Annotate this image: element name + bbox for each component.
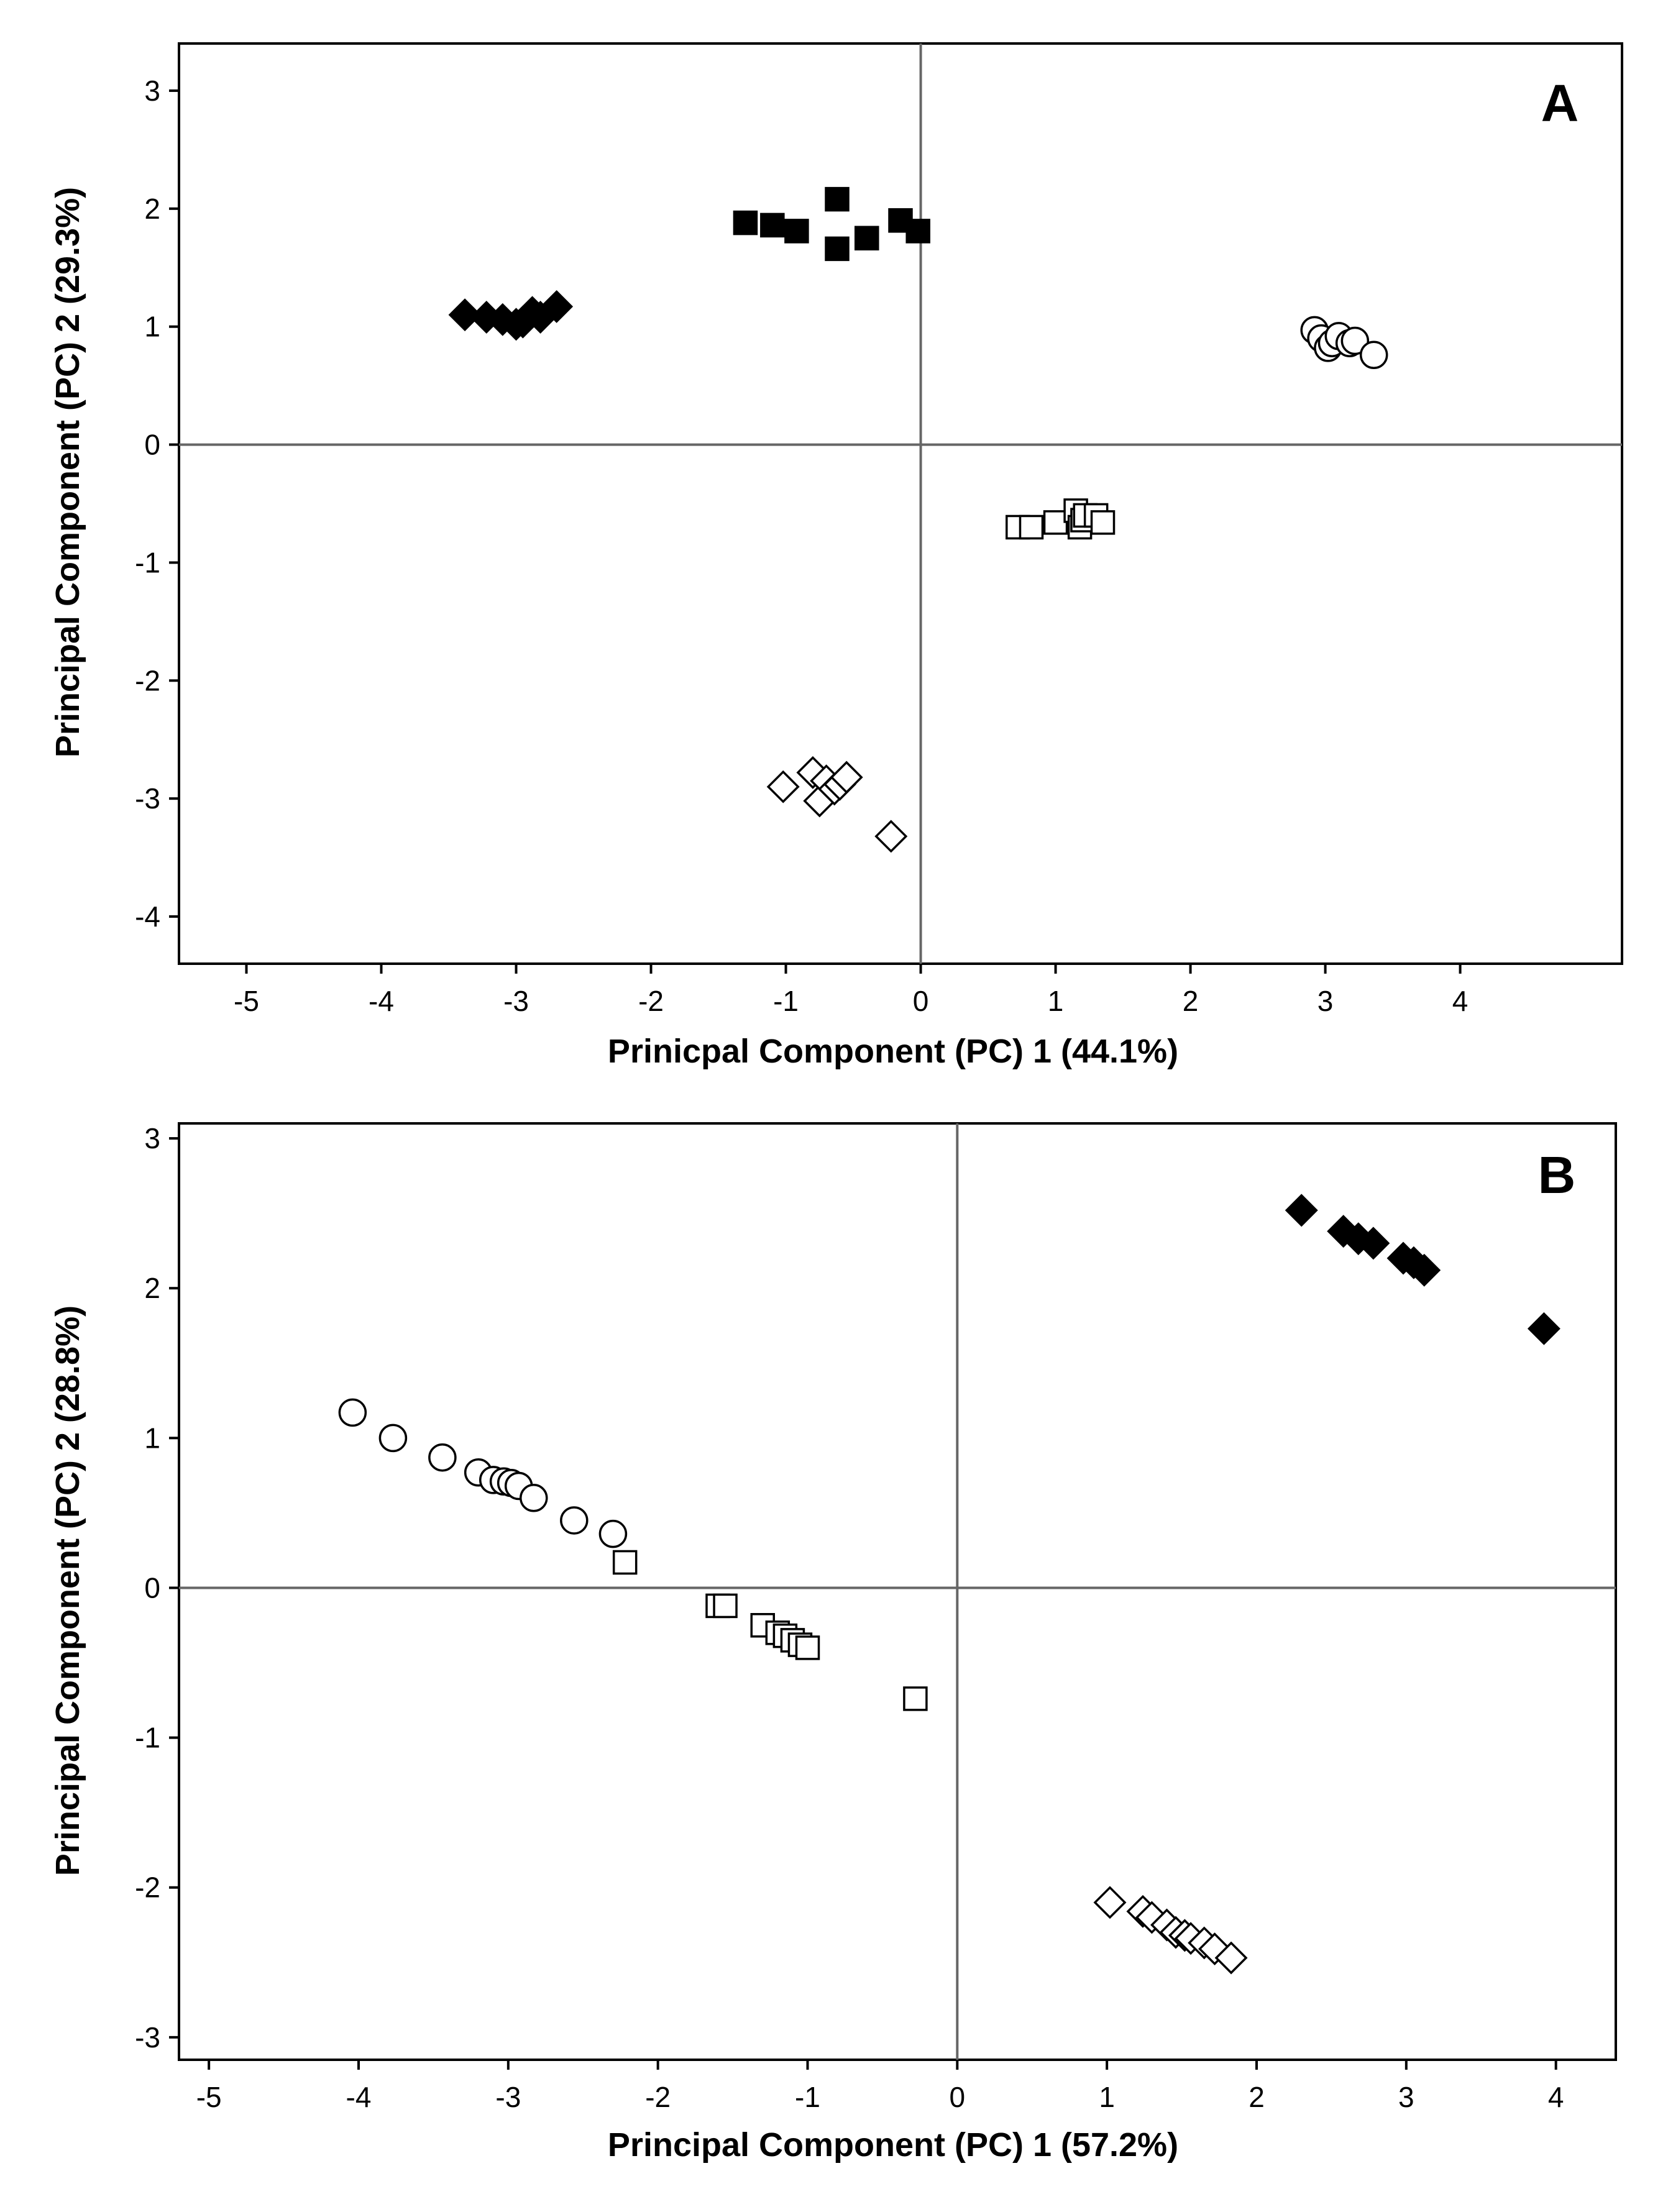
panel-b-x-tick-label: 2: [1249, 2081, 1265, 2113]
panel-b-y-tick-label: 3: [144, 1122, 160, 1154]
panel-a-y-axis-title: Principal Component (PC) 2 (29.3%): [49, 187, 86, 757]
panel-a-point-filled-diamond: [448, 298, 482, 332]
panel-b-y-tick-label: -2: [135, 1872, 160, 1904]
panel-b-point-open-circle: [560, 1506, 589, 1535]
panel-a-point-open-square: [1043, 510, 1068, 535]
panel-a-point-open-diamond: [766, 770, 800, 803]
panel-a-series-open-circle: [1300, 316, 1388, 370]
panel-a-point-filled-square: [905, 219, 930, 244]
panel-a-x-tick-label: -4: [369, 985, 394, 1017]
panel-a-point-filled-square: [733, 210, 758, 235]
panel-b-x-tick-label: -5: [196, 2081, 222, 2113]
panel-b-x-tick-label: 1: [1099, 2081, 1115, 2113]
panel-a-point-open-circle: [1359, 340, 1388, 370]
panel-b-label: B: [1538, 1146, 1576, 1204]
panel-b-point-filled-diamond: [1357, 1227, 1390, 1260]
panel-b-y-tick-label: 2: [144, 1272, 160, 1304]
panel-a-x-tick-label: 0: [913, 985, 929, 1017]
panel-a-point-filled-square: [784, 219, 809, 244]
panel-b-point-open-square: [713, 1593, 738, 1619]
panel-b-x-tick-label: -4: [346, 2081, 372, 2113]
panel-a-plot-frame: [178, 42, 1623, 965]
panel-b-point-filled-diamond: [1285, 1194, 1318, 1227]
panel-a-x-tick-label: -1: [773, 985, 799, 1017]
panel-a-point-filled-square: [760, 213, 785, 238]
panel-b-point-open-square: [612, 1550, 638, 1575]
panel-b-point-filled-diamond: [1527, 1312, 1560, 1345]
panel-b-point-open-circle: [598, 1519, 628, 1548]
panel-b-y-tick-label: -1: [135, 1722, 160, 1754]
panel-b-y-tick-label: 0: [144, 1571, 160, 1604]
panel-b-y-tick-label: -3: [135, 2021, 160, 2054]
panel-a-y-tick-label: 0: [144, 429, 160, 461]
panel-a-y-tick-label: -3: [135, 782, 160, 815]
panel-b-x-tick-label: -1: [795, 2081, 820, 2113]
panel-b-plot-frame: [178, 1122, 1617, 2061]
panel-b-point-open-circle: [428, 1443, 457, 1472]
panel-a-series-open-square: [1006, 498, 1116, 540]
panel-a-y-tick-label: 3: [144, 75, 160, 107]
panel-b-series-open-diamond: [1093, 1886, 1248, 1975]
panel-a-y-tick-label: -2: [135, 664, 160, 697]
panel-a-series-filled-square: [733, 186, 930, 262]
panel-a-point-filled-square: [854, 226, 879, 251]
panel-b-point-open-circle: [338, 1398, 367, 1427]
panel-b-series-open-circle: [338, 1398, 628, 1548]
panel-a-chart: -5 -4 -3 -2 -1 0 1 2 3 4 -4 -3 -2 -1 0 1 2 3 A Prinicpal…: [49, 42, 1623, 1070]
panel-a-point-open-circle: [1340, 326, 1370, 355]
panel-a-label: A: [1541, 74, 1579, 132]
panel-a-x-tick-label: 4: [1452, 985, 1469, 1017]
panel-a-series-filled-diamond: [448, 290, 574, 341]
panel-a-point-filled-square: [825, 186, 850, 212]
panel-a-point-filled-diamond: [540, 290, 574, 323]
panel-b-x-tick-label: 4: [1548, 2081, 1564, 2113]
panel-b-chart: -5 -4 -3 -2 -1 0 1 2 3 4 -3 -2 -1 0 1 2 3 B Principal C…: [49, 1122, 1617, 2164]
panel-b-x-tick-label: -2: [645, 2081, 671, 2113]
panel-a-point-open-diamond: [830, 761, 863, 794]
panel-b-x-tick-label: 0: [950, 2081, 966, 2113]
panel-b-point-open-diamond: [1093, 1886, 1127, 1919]
panel-a-point-filled-square: [825, 236, 850, 262]
panel-b-series-open-square: [612, 1550, 928, 1711]
panel-b-point-open-diamond: [1214, 1941, 1248, 1975]
panel-a-x-axis-title: Prinicpal Component (PC) 1 (44.1%): [608, 1033, 1178, 1070]
panel-b-point-open-circle: [378, 1424, 408, 1453]
panel-a-point-open-diamond: [874, 820, 908, 853]
panel-b-series-filled-diamond: [1285, 1194, 1560, 1345]
panel-b-point-open-square: [903, 1686, 928, 1711]
panel-b-y-axis-title: Principal Component (PC) 2 (28.8%): [49, 1305, 86, 1876]
panel-a-x-tick-label: 2: [1183, 985, 1199, 1017]
panel-a-x-tick-label: 1: [1048, 985, 1064, 1017]
panel-b-point-filled-diamond: [1408, 1253, 1441, 1287]
panel-a-x-tick-label: -2: [638, 985, 664, 1017]
panel-b-x-axis-title: Principal Component (PC) 1 (57.2%): [608, 2126, 1178, 2164]
panel-a-x-tick-label: -5: [234, 985, 259, 1017]
panel-a-x-tick-label: 3: [1317, 985, 1334, 1017]
panel-b-y-tick-label: 1: [144, 1422, 160, 1454]
panel-a-y-tick-label: -1: [135, 546, 160, 578]
panel-b-point-open-circle: [520, 1484, 548, 1512]
panel-a-series-open-diamond: [766, 756, 908, 853]
panel-a-x-tick-label: -3: [503, 985, 529, 1017]
panel-a-y-tick-label: 1: [144, 311, 160, 343]
panel-b-x-tick-label: -3: [495, 2081, 521, 2113]
panel-b-point-open-square: [795, 1635, 820, 1660]
panel-a-y-tick-label: 2: [144, 193, 160, 225]
panel-a-y-tick-label: -4: [135, 900, 160, 933]
panel-a-point-open-square: [1019, 514, 1044, 540]
panel-a-point-open-square: [1090, 510, 1116, 535]
panel-b-x-tick-label: 3: [1398, 2081, 1414, 2113]
